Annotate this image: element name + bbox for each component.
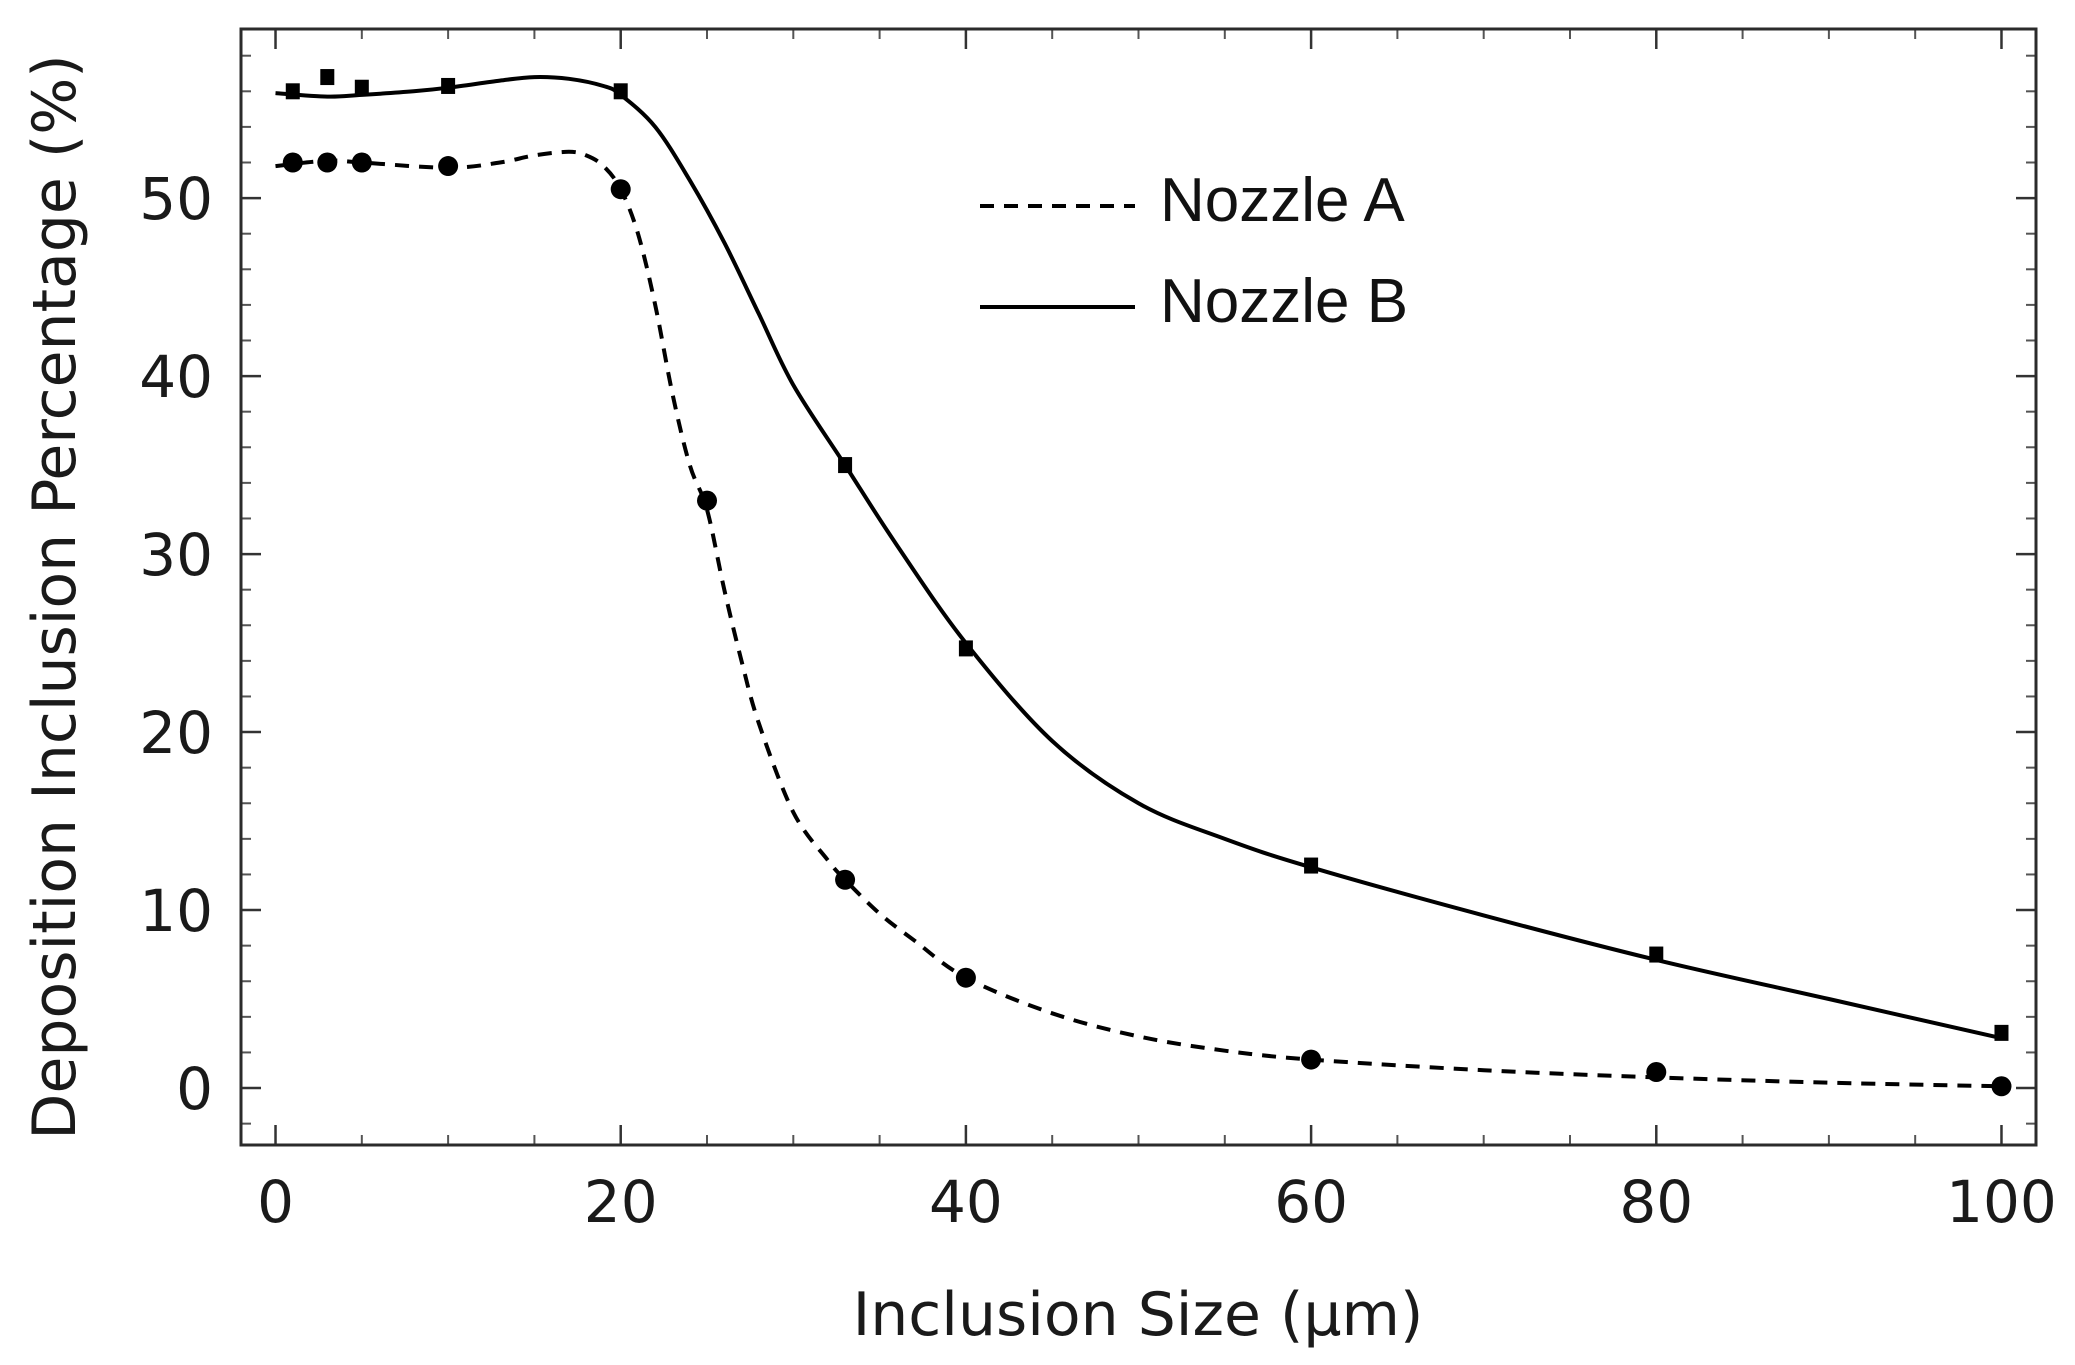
y-tick-label: 40 [139, 343, 213, 411]
data-point-nozzle-b [1304, 857, 1319, 874]
y-tick-label: 20 [139, 699, 213, 767]
data-point-nozzle-b [613, 83, 628, 100]
x-tick-label: 60 [1274, 1168, 1348, 1236]
data-point-nozzle-a [438, 156, 459, 177]
data-point-nozzle-a [610, 179, 631, 200]
legend: Nozzle A Nozzle B [980, 166, 1408, 336]
y-axis-title: Deposition Inclusion Percentage (%) [20, 54, 90, 1139]
y-tick-label: 0 [176, 1055, 213, 1123]
plot-frame [239, 27, 2038, 1147]
data-point-nozzle-b [441, 77, 456, 94]
x-tick-labels: 0 20 40 60 80 100 [257, 1168, 2057, 1236]
y-tick-label: 50 [139, 165, 213, 233]
x-tick-label: 100 [1946, 1168, 2057, 1236]
legend-label-nozzle-a: Nozzle A [1160, 166, 1405, 235]
data-point-nozzle-a [282, 152, 303, 173]
data-point-nozzle-a [697, 490, 718, 511]
x-axis-title: Inclusion Size (μm) [853, 1280, 1424, 1350]
data-point-nozzle-b [958, 640, 973, 657]
data-point-nozzle-a [317, 152, 338, 173]
minor-ticks [241, 29, 2036, 1145]
y-tick-label: 30 [139, 521, 213, 589]
markers [282, 69, 2012, 1097]
data-point-nozzle-b [354, 79, 369, 96]
x-tick-label: 0 [257, 1168, 294, 1236]
data-point-nozzle-b [1994, 1024, 2009, 1041]
series-line-nozzle-a [275, 149, 2002, 1089]
x-tick-label: 40 [929, 1168, 1003, 1236]
data-point-nozzle-a [955, 967, 976, 988]
x-tick-label: 20 [584, 1168, 658, 1236]
legend-label-nozzle-b: Nozzle B [1160, 267, 1408, 336]
major-ticks [241, 29, 2036, 1145]
x-tick-label: 80 [1619, 1168, 1693, 1236]
data-point-nozzle-a [351, 152, 372, 173]
data-point-nozzle-b [838, 457, 853, 474]
data-point-nozzle-a [835, 869, 856, 890]
data-point-nozzle-a [1991, 1076, 2012, 1097]
data-point-nozzle-b [285, 83, 300, 100]
data-point-nozzle-b [320, 69, 335, 86]
y-tick-label: 10 [139, 877, 213, 945]
y-tick-labels: 0 10 20 30 40 50 [139, 165, 213, 1123]
data-point-nozzle-a [1646, 1062, 1667, 1083]
series-line-nozzle-b [275, 75, 2002, 1041]
data-point-nozzle-a [1301, 1049, 1322, 1070]
series-lines [275, 75, 2002, 1089]
data-point-nozzle-b [1649, 946, 1664, 963]
